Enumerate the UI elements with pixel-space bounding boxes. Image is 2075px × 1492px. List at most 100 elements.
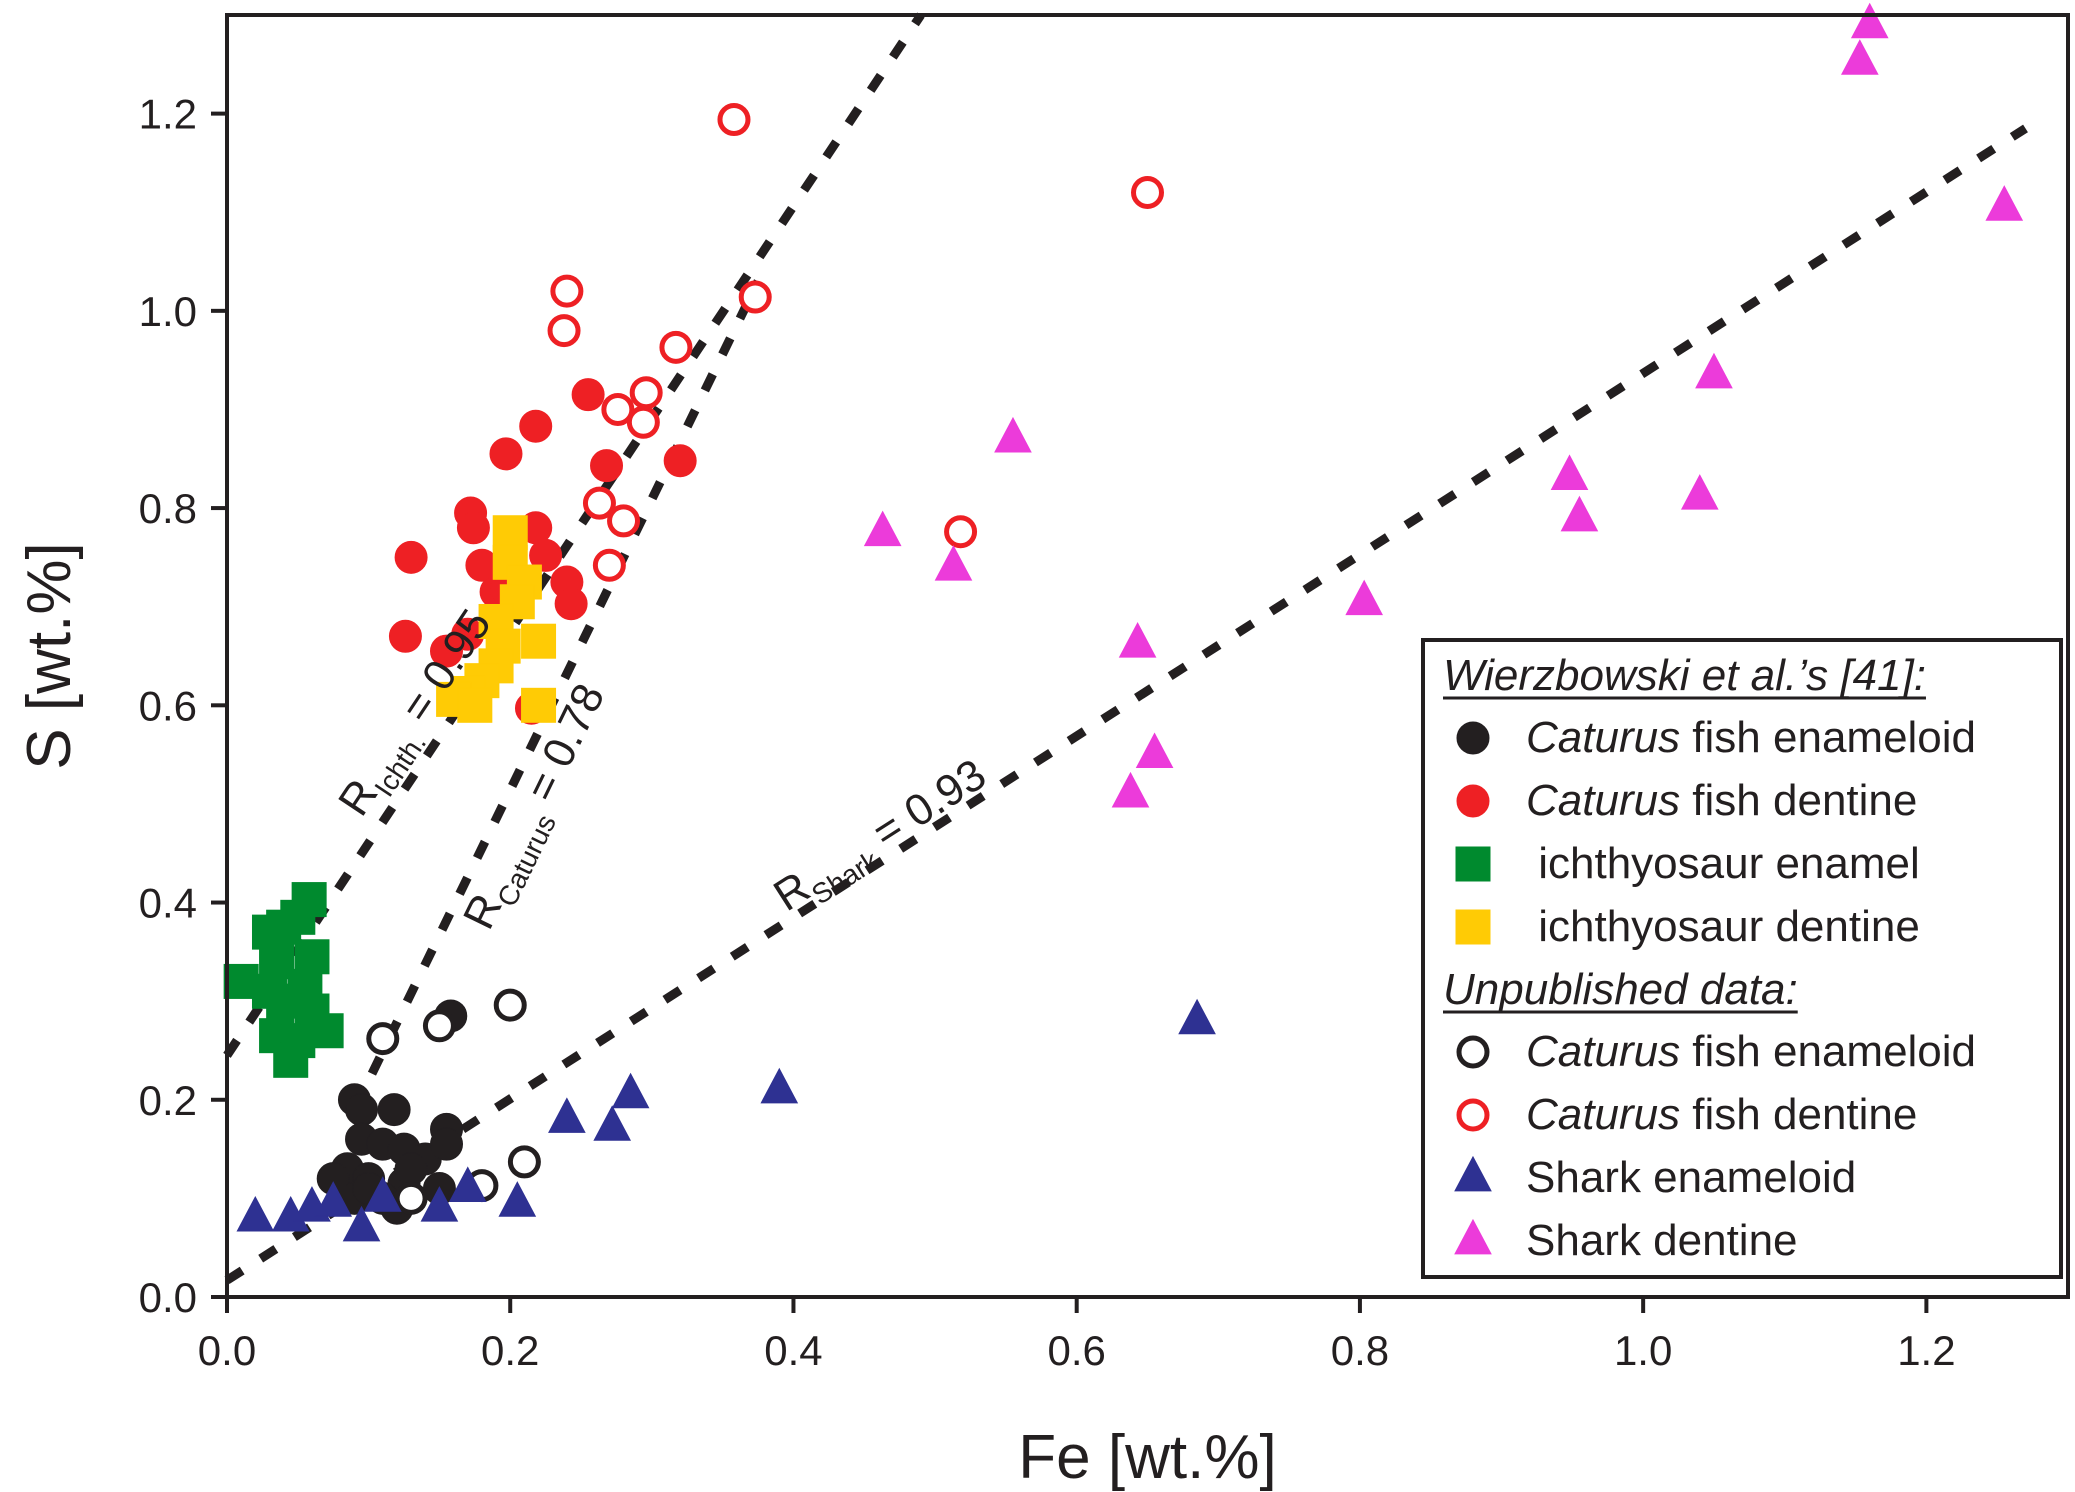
legend-marker (1456, 1035, 1490, 1069)
data-point (456, 511, 490, 545)
series-3 (436, 515, 557, 723)
data-point (934, 545, 973, 581)
legend-entry-text: ichthyosaur enamel (1526, 839, 1920, 888)
data-point (1840, 39, 1879, 75)
data-point (1850, 2, 1889, 39)
data-point (663, 444, 697, 478)
x-tick-label: 1.0 (1614, 1327, 1672, 1374)
data-point (457, 687, 493, 723)
x-tick-label: 1.2 (1897, 1327, 1955, 1374)
data-point (314, 1181, 353, 1217)
legend-box (1421, 638, 2063, 1279)
legend-marker (1456, 784, 1490, 818)
data-point (1118, 622, 1157, 658)
data-point (448, 1166, 487, 1202)
legend-marker (1456, 1098, 1490, 1132)
legend-entry-label: ichthyosaur enamel (1526, 839, 1920, 888)
data-point (1680, 474, 1719, 510)
data-point (629, 376, 663, 410)
data-points (223, 2, 2024, 1242)
data-point (489, 437, 523, 471)
y-tick-label: 0.6 (139, 682, 197, 729)
data-point (590, 449, 624, 483)
y-axis-title: S [wt.%] (15, 542, 84, 769)
data-point (548, 1097, 586, 1133)
legend-marker (1455, 909, 1491, 945)
legend-entry-label: ichthyosaur dentine (1526, 902, 1920, 951)
fit-line-ichth (223, 12, 925, 1058)
data-point (554, 587, 588, 621)
legend-marker (1454, 1155, 1492, 1192)
data-point (611, 1072, 650, 1109)
data-point (345, 1093, 379, 1127)
data-point (601, 392, 635, 426)
data-point (1135, 732, 1174, 769)
legend-entry-label: Caturus fish dentine (1526, 776, 1917, 825)
legend-heading: Wierzbowski et al.’s [41]: (1443, 651, 1926, 700)
series-7 (863, 2, 2024, 808)
legend-entry-text: fish dentine (1680, 1090, 1917, 1139)
legend-entry-italic: Caturus (1526, 776, 1680, 825)
legend-marker (1454, 1218, 1492, 1255)
data-point (273, 1042, 309, 1078)
data-point (430, 1127, 464, 1161)
fit-line-label: RShark = 0.93 (765, 750, 998, 928)
y-tick-label: 0.8 (139, 485, 197, 532)
data-point (394, 1181, 428, 1215)
legend-entry-label: Shark dentine (1526, 1216, 1798, 1265)
data-point (607, 504, 641, 538)
axis-ticks: 0.0 0.2 0.4 0.6 0.8 1.0 1.2 0.0 0.2 0.4 0.6 0.8 1.0 1… (139, 91, 1956, 1374)
data-point (1695, 352, 1733, 389)
x-tick-label: 0.6 (1047, 1327, 1105, 1374)
data-point (507, 1145, 541, 1179)
data-point (1550, 454, 1589, 490)
data-point (363, 1176, 402, 1212)
data-point (394, 1152, 428, 1186)
legend: Wierzbowski et al.’s [41]: Caturus fish e… (1421, 638, 2063, 1279)
y-tick-label: 0.0 (139, 1274, 197, 1321)
legend-entry-italic: Caturus (1526, 713, 1680, 762)
data-point (863, 510, 902, 547)
data-point (519, 409, 553, 443)
y-tick-label: 0.2 (139, 1077, 197, 1124)
data-point (1345, 579, 1384, 616)
data-point (342, 1205, 381, 1242)
legend-entry-text: fish dentine (1680, 776, 1917, 825)
fit-label-sub: Caturus (491, 810, 562, 912)
legend-entry-label: Caturus fish enameloid (1526, 1027, 1976, 1076)
data-point (498, 1181, 537, 1217)
x-tick-label: 0.8 (1331, 1327, 1389, 1374)
legend-entry-text: Shark enameloid (1526, 1153, 1856, 1202)
data-point (377, 1093, 411, 1127)
data-point (394, 540, 428, 574)
fit-line-caturus (350, 279, 763, 1112)
data-point (529, 538, 563, 572)
legend-entry-text: Shark dentine (1526, 1216, 1798, 1265)
data-point (1178, 998, 1216, 1035)
data-point (626, 405, 660, 439)
x-tick-label: 0.0 (198, 1327, 256, 1374)
y-tick-label: 1.2 (139, 91, 197, 138)
data-point (550, 274, 584, 308)
data-point (760, 1067, 799, 1104)
legend-entry-text: ichthyosaur dentine (1526, 902, 1920, 951)
series-2 (223, 882, 344, 1078)
data-point (294, 939, 330, 975)
series-6 (236, 998, 1216, 1242)
legend-entry-label: Caturus fish dentine (1526, 1090, 1917, 1139)
data-point (521, 687, 557, 723)
legend-entry-italic: Caturus (1526, 1090, 1680, 1139)
x-tick-label: 0.2 (481, 1327, 539, 1374)
data-point (422, 1009, 456, 1043)
data-point (659, 330, 693, 364)
data-point (717, 103, 751, 137)
x-tick-label: 0.4 (764, 1327, 822, 1374)
data-point (944, 515, 978, 549)
data-point (1111, 771, 1150, 808)
data-point (420, 1186, 459, 1222)
legend-marker (1456, 721, 1490, 755)
data-point (582, 486, 616, 520)
legend-entry-label: Caturus fish enameloid (1526, 713, 1976, 762)
legend-heading: Unpublished data: (1443, 965, 1798, 1014)
